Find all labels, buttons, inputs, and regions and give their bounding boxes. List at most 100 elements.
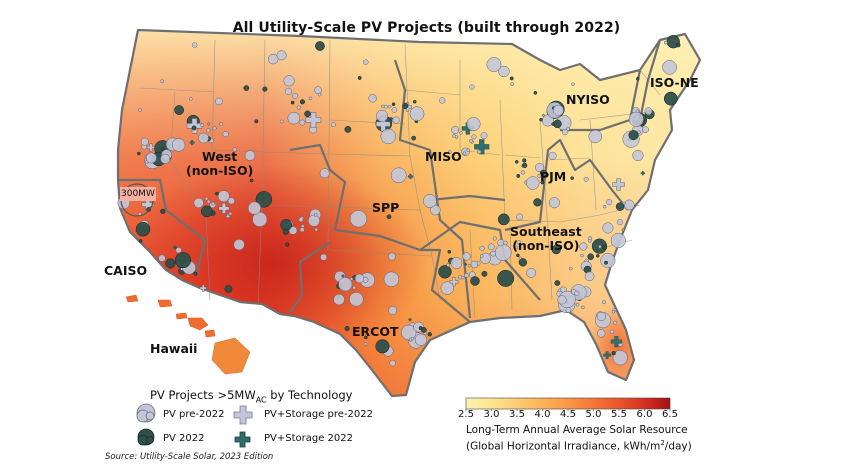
pv-pre2022-marker <box>320 253 328 261</box>
pv-2022-marker <box>604 260 608 265</box>
pv-pre2022-marker <box>612 350 628 366</box>
pv-pre2022-marker <box>388 252 396 261</box>
pv-pre2022-marker <box>557 295 567 305</box>
pv-pre2022-marker <box>228 211 233 216</box>
pv-pre2022-marker <box>494 244 512 261</box>
pv-2022-marker <box>357 76 362 80</box>
pv-2022-marker <box>509 76 514 81</box>
pv-pre2022-marker <box>568 266 573 271</box>
region-label-southeast: Southeast (non-ISO) <box>510 224 582 253</box>
pv-pre2022-marker <box>171 138 186 152</box>
pv-storage-marker <box>225 213 231 219</box>
region-label-isone: ISO-NE <box>650 75 699 90</box>
pv-2022-marker <box>497 213 510 226</box>
pv-storage-marker <box>189 140 195 145</box>
pv-2022-marker <box>411 135 416 141</box>
pv-project-markers <box>117 35 681 367</box>
pv-pre2022-marker <box>526 176 540 190</box>
pv-2022-marker <box>243 85 250 91</box>
pv-2022-marker <box>344 126 352 133</box>
pv-2022-marker <box>215 191 219 196</box>
pv-pre2022-marker <box>160 79 165 84</box>
pv-pre2022-marker <box>588 236 593 241</box>
pv-pre2022-marker <box>609 329 615 335</box>
pv-pre2022-marker <box>308 96 313 101</box>
pv-pre2022-marker <box>469 138 473 143</box>
legend-pv-2022-icon <box>137 428 155 446</box>
pv-storage-marker <box>449 277 459 287</box>
pv-pre2022-marker <box>498 65 510 78</box>
pv-2022-marker <box>290 100 295 105</box>
pv-2022-marker <box>191 125 197 131</box>
pv-pre2022-marker <box>292 92 299 99</box>
pv-pre2022-marker <box>561 128 569 136</box>
pv-pre2022-marker <box>459 131 463 135</box>
pv-2022-marker <box>587 253 594 260</box>
pv-2022-marker <box>554 280 561 286</box>
pv-2022-marker <box>135 221 151 237</box>
pv-pre2022-marker <box>466 148 470 152</box>
pv-2022-marker <box>551 244 561 255</box>
pv-pre2022-marker <box>571 82 575 87</box>
pv-storage-marker <box>407 173 414 180</box>
pv-storage-marker <box>640 171 646 176</box>
pv-pre2022-marker <box>368 94 377 103</box>
colorbar-tick-label: 2.5 <box>458 409 474 420</box>
pv-2022-marker <box>138 239 143 243</box>
pv-pre2022-marker <box>584 271 595 282</box>
pv-pre2022-marker <box>602 204 607 209</box>
pv-pre2022-marker <box>352 285 357 290</box>
pv-pre2022-marker <box>389 359 396 367</box>
pv-pre2022-marker <box>490 250 496 257</box>
pv-2022-marker <box>255 191 273 208</box>
map-title: All Utility-Scale PV Projects (built thr… <box>232 20 621 36</box>
pv-pre2022-marker <box>450 257 463 269</box>
pv-2022-marker <box>447 249 452 254</box>
pv-pre2022-marker <box>597 329 606 338</box>
pv-pre2022-marker <box>602 222 614 234</box>
pv-pre2022-marker <box>470 260 479 269</box>
pv-pre2022-marker <box>217 190 230 203</box>
pv-2022-marker <box>364 335 368 340</box>
colorbar-tick-labels: 2.5 3.0 3.5 4.0 4.5 5.0 5.5 6.0 6.5 <box>0 409 853 423</box>
pv-pre2022-marker <box>440 281 454 295</box>
pv-pre2022-marker <box>313 213 318 217</box>
pv-pre2022-marker <box>464 273 469 278</box>
source-note: Source: Utility-Scale Solar, 2023 Editio… <box>105 452 274 462</box>
pv-pre2022-marker <box>579 242 588 251</box>
pv-pre2022-marker <box>193 197 204 208</box>
pv-2022-marker <box>262 86 268 92</box>
pv-pre2022-marker <box>296 105 301 110</box>
pv-storage-marker <box>207 122 211 126</box>
pv-2022-marker <box>551 122 555 126</box>
pv-pre2022-marker <box>140 137 149 146</box>
pv-pre2022-marker <box>158 254 166 262</box>
pv-storage-marker <box>341 274 345 278</box>
pv-pre2022-marker <box>307 214 320 227</box>
pv-pre2022-marker <box>516 240 522 245</box>
pv-pre2022-marker <box>409 106 425 122</box>
legend-pvstorage-pre2022-icon <box>233 405 253 425</box>
pv-pre2022-marker <box>206 199 211 204</box>
pv-pre2022-marker <box>299 119 306 126</box>
pv-2022-marker <box>165 258 176 269</box>
pv-pre2022-marker <box>503 240 508 246</box>
pv-pre2022-marker <box>222 131 229 138</box>
pv-2022-marker <box>160 208 166 214</box>
pv-pre2022-marker <box>232 147 237 152</box>
pv-2022-marker <box>427 332 432 337</box>
colorbar-tick-label: 5.0 <box>585 409 602 420</box>
pv-pre2022-marker <box>349 292 364 307</box>
colorbar-tick-label: 6.5 <box>662 409 678 420</box>
legend-label-pvstorage-2022: PV+Storage 2022 <box>264 433 354 444</box>
pv-storage-marker <box>621 228 625 232</box>
pv-pre2022-marker <box>516 213 523 221</box>
pv-2022-marker <box>282 228 289 235</box>
pv-pre2022-marker <box>354 273 365 284</box>
colorbar-tick-label: 4.5 <box>560 409 576 420</box>
pv-storage-marker <box>474 139 490 155</box>
iso-borders <box>116 28 702 398</box>
region-label-spp: SPP <box>372 200 400 215</box>
pv-pre2022-marker <box>487 243 495 251</box>
